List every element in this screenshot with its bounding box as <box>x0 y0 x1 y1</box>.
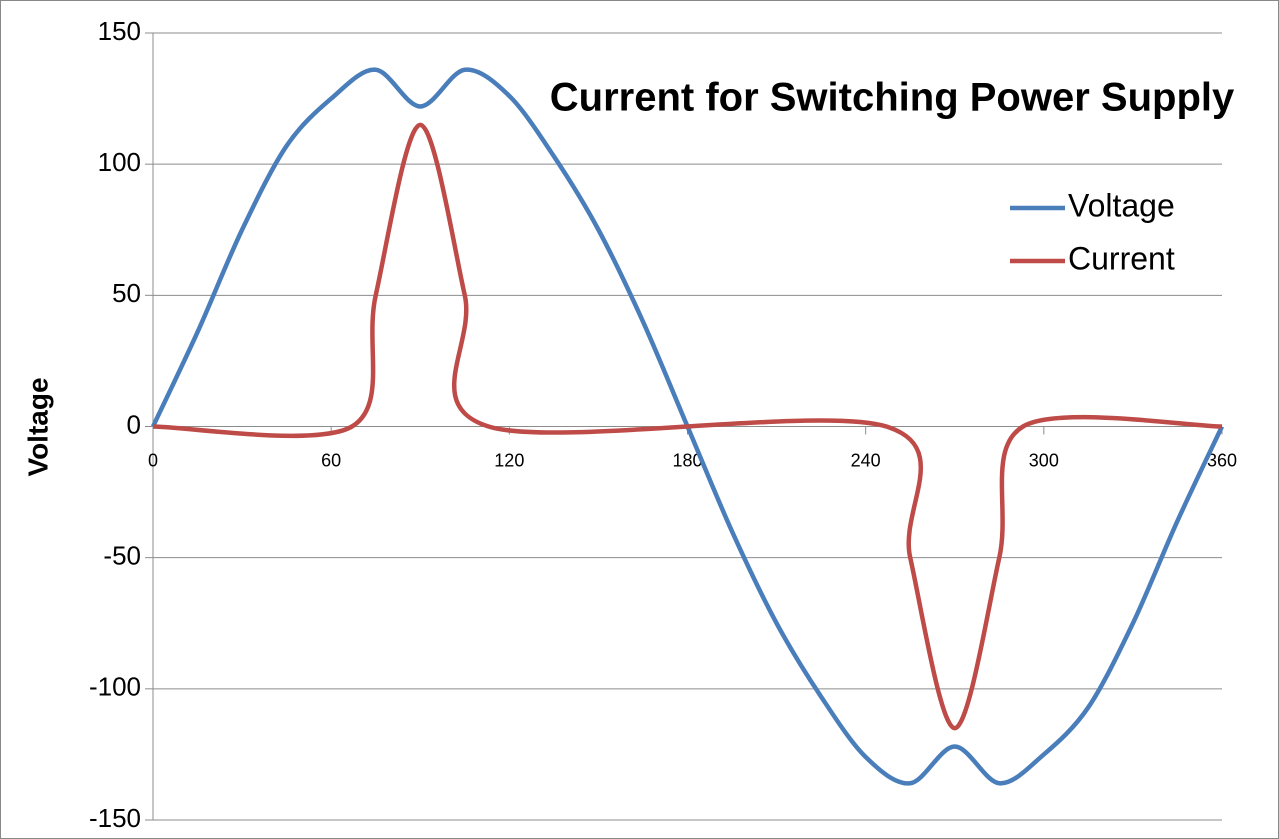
y-tick-label: -100 <box>89 672 141 702</box>
legend-label: Current <box>1068 240 1175 276</box>
line-series <box>152 122 1223 731</box>
y-axis-label: Voltage <box>22 377 53 476</box>
x-tick-label: 360 <box>1207 450 1237 470</box>
y-tick-label: 0 <box>127 409 141 439</box>
x-tick-label: 180 <box>672 450 702 470</box>
y-tick-label: 50 <box>112 278 141 308</box>
x-tick-label: 300 <box>1029 450 1059 470</box>
x-tick-label: 240 <box>851 450 881 470</box>
x-tick-label: 120 <box>494 450 524 470</box>
y-tick-label: 150 <box>98 16 141 46</box>
y-tick-label: 100 <box>98 147 141 177</box>
y-tick-label: -150 <box>89 803 141 833</box>
x-tick-label: 0 <box>148 450 158 470</box>
legend-label: Voltage <box>1068 187 1175 223</box>
y-tick-label: -50 <box>103 541 141 571</box>
x-tick-label: 60 <box>321 450 341 470</box>
chart-title: Current for Switching Power Supply <box>550 76 1235 120</box>
